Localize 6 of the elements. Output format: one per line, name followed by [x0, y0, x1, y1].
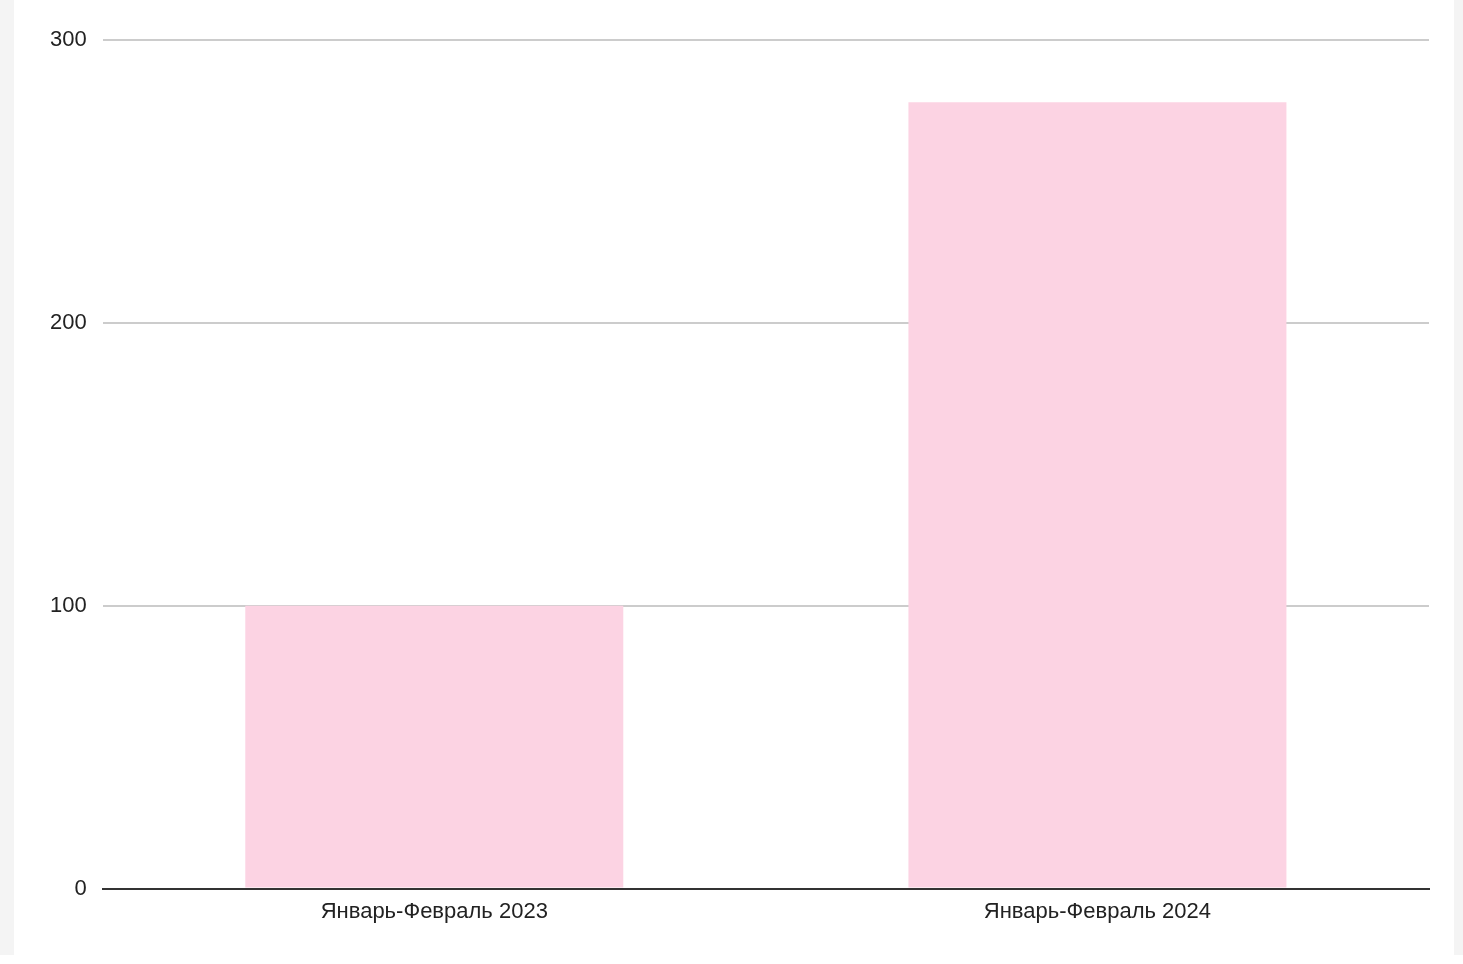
- x-tick-label: Январь-Февраль 2023: [320, 897, 548, 923]
- x-tick-label: Январь-Февраль 2024: [983, 897, 1212, 923]
- y-tick-label: 0: [74, 874, 87, 900]
- y-tick-label: 300: [49, 26, 87, 52]
- y-tick-label: 200: [49, 308, 87, 334]
- y-tick-label: 100: [49, 591, 87, 617]
